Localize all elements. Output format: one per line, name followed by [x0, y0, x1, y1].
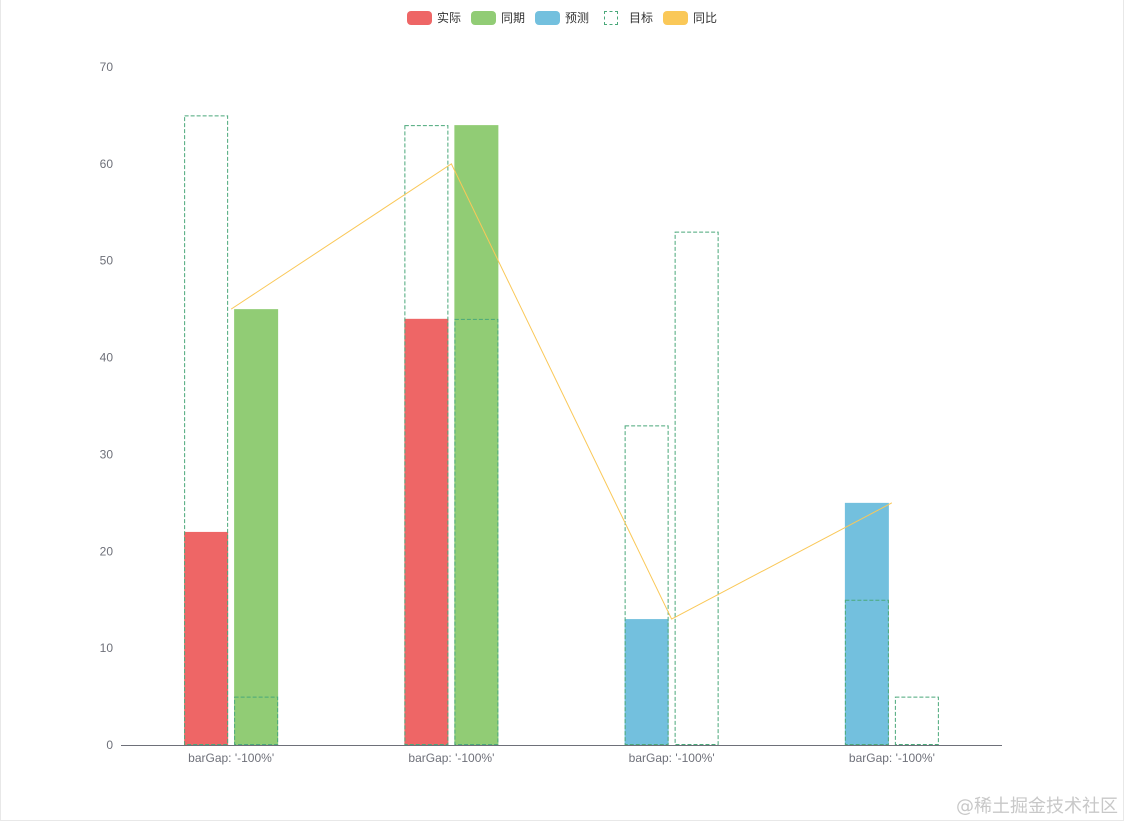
legend-label: 目标	[629, 11, 654, 25]
y-tick-label: 20	[100, 544, 114, 558]
y-tick-label: 0	[106, 738, 113, 752]
legend-item-2[interactable]: 预测	[534, 9, 589, 26]
legend-swatch	[470, 10, 496, 25]
target-outline-series[interactable]	[184, 115, 939, 746]
y-tick-label: 50	[100, 254, 114, 268]
target-bar[interactable]	[234, 696, 279, 745]
legend-label: 实际	[436, 11, 461, 25]
y-tick-label: 60	[100, 157, 114, 171]
target-bar[interactable]	[184, 115, 229, 745]
x-axis: barGap: '-100%' barGap: '-100%' barGap: '-…	[121, 745, 1002, 765]
legend-swatch	[604, 10, 618, 25]
legend-label: 同期	[500, 11, 525, 25]
legend-item-0[interactable]: 实际	[406, 9, 461, 26]
chart-legend: 实际 同期 预测 目标 同比	[0, 9, 1124, 26]
target-bar[interactable]	[624, 425, 669, 745]
legend-item-3[interactable]: 目标	[599, 9, 653, 26]
target-bar[interactable]	[454, 318, 499, 745]
watermark: @稀土掘金技术社区	[956, 796, 1118, 817]
legend-swatch	[534, 10, 560, 25]
yoy-line[interactable]	[230, 163, 893, 620]
legend-swatch	[663, 10, 689, 25]
target-bar[interactable]	[404, 125, 449, 746]
bar-secondary[interactable]	[454, 125, 499, 746]
yoy-line-series[interactable]	[230, 163, 893, 620]
bar-primary[interactable]	[184, 531, 229, 745]
x-tick-label: barGap: '-100%'	[849, 751, 935, 765]
bar-primary[interactable]	[404, 318, 449, 745]
legend-label: 同比	[693, 11, 718, 25]
y-axis: 0 10 20 30 40 50 60 70	[100, 60, 114, 752]
x-tick-label: barGap: '-100%'	[629, 751, 715, 765]
bar-secondary[interactable]	[234, 309, 279, 745]
target-bar[interactable]	[674, 231, 719, 745]
y-tick-label: 70	[100, 60, 114, 74]
bar-primary[interactable]	[844, 502, 889, 745]
bar-series[interactable]	[184, 125, 889, 746]
x-tick-label: barGap: '-100%'	[408, 751, 494, 765]
x-tick-label: barGap: '-100%'	[188, 751, 274, 765]
target-bar[interactable]	[844, 599, 889, 746]
bar-primary[interactable]	[624, 619, 669, 745]
target-bar[interactable]	[894, 696, 939, 745]
y-tick-label: 10	[100, 641, 114, 655]
legend-swatch	[406, 10, 432, 25]
legend-item-1[interactable]: 同期	[470, 9, 525, 26]
y-tick-label: 30	[100, 447, 114, 461]
legend-item-4[interactable]: 同比	[663, 9, 717, 26]
y-tick-label: 40	[100, 351, 114, 365]
legend-label: 预测	[564, 11, 589, 25]
